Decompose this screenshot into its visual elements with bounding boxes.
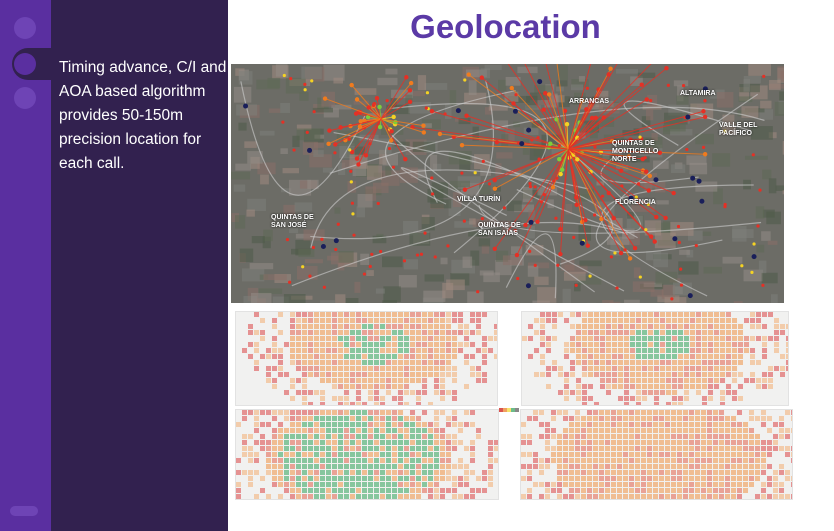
map-label-quintas-san-jose: QUINTAS DE SAN JOSÉ [271, 214, 314, 229]
sidebar-accent-rail [0, 0, 51, 531]
heatmap-legend [499, 408, 519, 416]
map-call-lines [231, 64, 784, 303]
geolocation-map: ARRANCAS ALTAMIRA QUINTAS DE MONTICELLO … [231, 64, 784, 303]
map-label-quintas-san-isaias: QUINTAS DE SAN ISAÍAS [478, 222, 521, 237]
slide-title: Geolocation [410, 8, 601, 45]
map-label-altamira: ALTAMIRA [680, 90, 716, 97]
decor-pill [10, 506, 38, 516]
decor-dot-3 [14, 87, 36, 109]
map-label-quintas-monticello: QUINTAS DE MONTICELLO NORTE [612, 140, 659, 163]
map-label-valle-pacifico: VALLE DEL PACÍFICO [719, 122, 758, 137]
slide-description: Timing advance, C/I and AOA based algori… [59, 59, 227, 172]
heatmap-panel-1 [235, 311, 498, 406]
map-label-villa-turin: VILLA TURÍN [457, 196, 501, 203]
decor-dot-2 [14, 53, 36, 75]
decor-dot-1 [14, 17, 36, 39]
heatmap-panel-3 [235, 409, 499, 500]
slide-sidebar: Timing advance, C/I and AOA based algori… [0, 0, 228, 531]
map-label-arrancas: ARRANCAS [569, 98, 610, 105]
map-label-florencia: FLORENCIA [615, 199, 656, 206]
heatmap-panel-4 [520, 409, 793, 500]
heatmap-panel-2 [521, 311, 789, 406]
